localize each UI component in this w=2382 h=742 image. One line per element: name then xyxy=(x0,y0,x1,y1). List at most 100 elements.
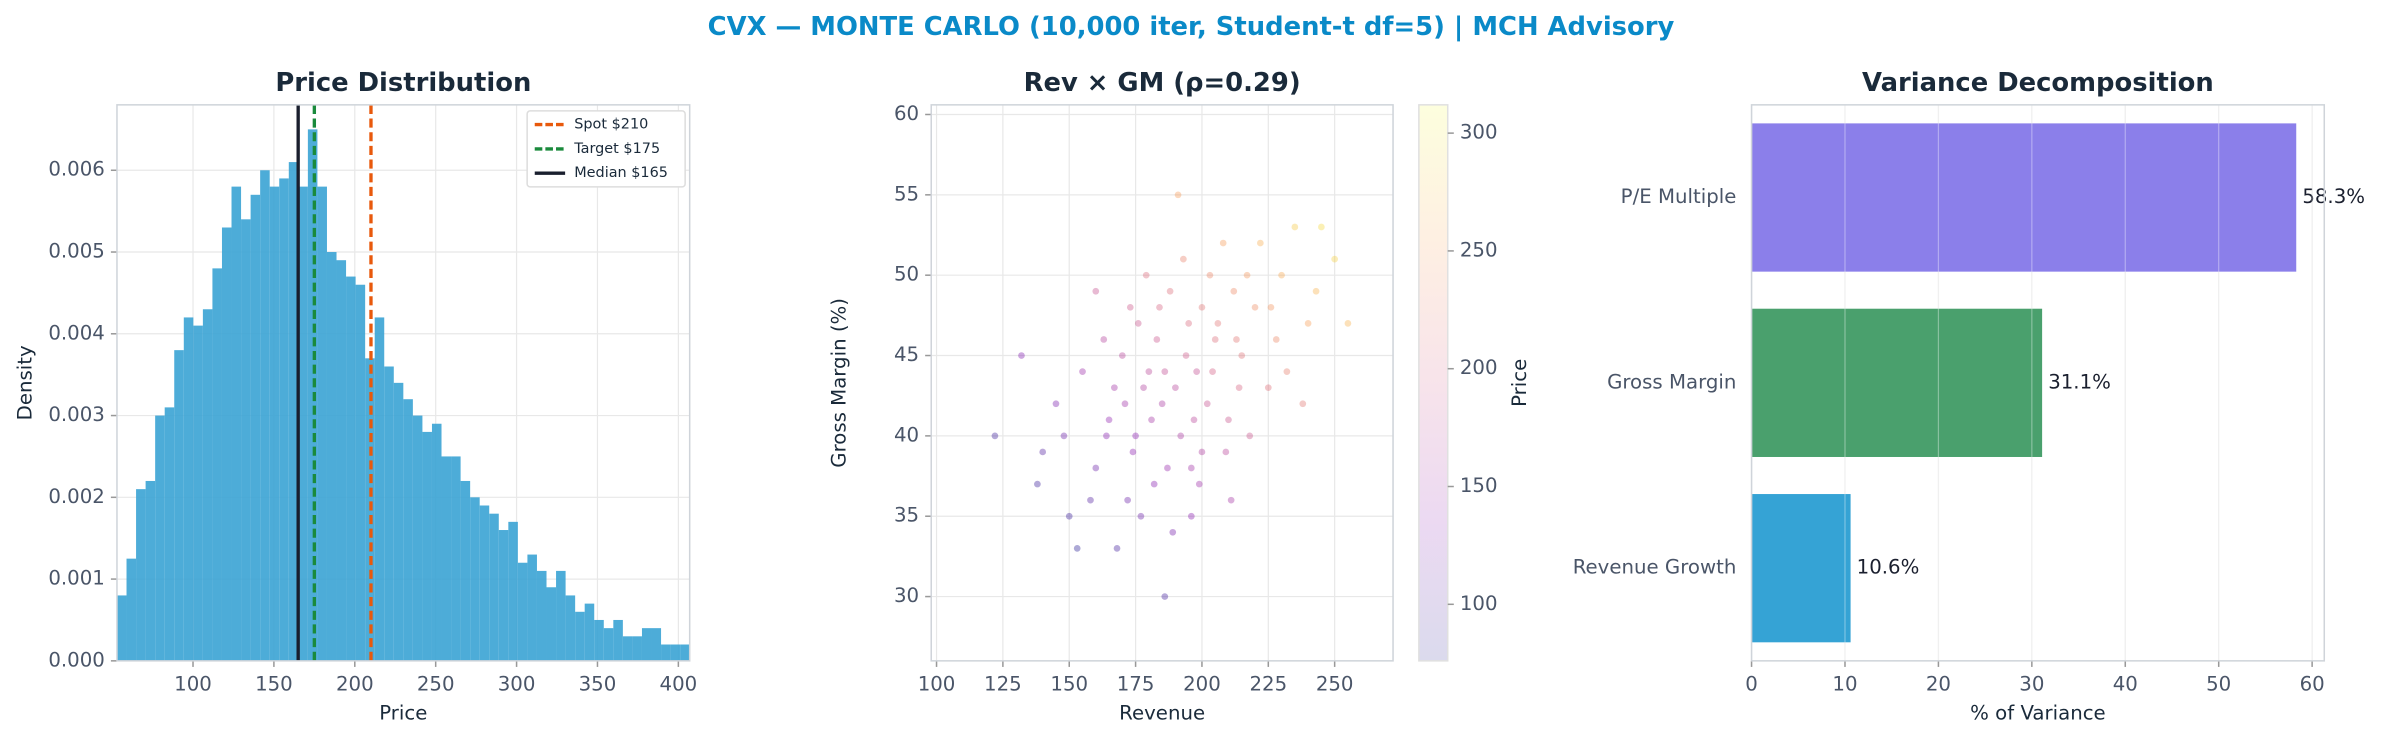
hist-bar xyxy=(355,284,366,661)
hist-bar xyxy=(508,521,518,661)
scatter-point xyxy=(1190,416,1198,424)
hist-bar xyxy=(288,162,299,661)
scatter-point xyxy=(1113,545,1121,552)
scatter-point xyxy=(1087,496,1094,504)
figure-title: CVX — MONTE CARLO (10,000 iter, Student-… xyxy=(708,12,1675,42)
scatter-point xyxy=(1092,464,1100,472)
hist-bar xyxy=(403,399,413,661)
y-tick-label: 0.000 xyxy=(48,648,105,671)
y-tick-label: 45 xyxy=(894,343,919,366)
hist-bar xyxy=(470,497,480,661)
x-tick-label: 60 xyxy=(2300,673,2325,696)
scatter-point xyxy=(1034,480,1041,488)
x-tick-label: 100 xyxy=(918,673,956,696)
hist-bar xyxy=(431,423,442,661)
hist-bar xyxy=(622,636,633,661)
legend: Spot $210 Target $175 Median $165 xyxy=(526,110,686,188)
colorbar-tick-label: 150 xyxy=(1460,474,1498,497)
hist-bar xyxy=(603,628,614,661)
scatter-point xyxy=(1177,432,1185,440)
hist-bar xyxy=(145,480,156,661)
hist-bar xyxy=(479,505,490,661)
colorbar xyxy=(1418,104,1449,662)
scatter-point xyxy=(1148,416,1155,424)
hist-bar xyxy=(212,268,222,661)
scatter-point xyxy=(1079,368,1086,375)
hist-bar xyxy=(489,513,499,661)
x-tick-label: 350 xyxy=(579,673,617,696)
scatter-point xyxy=(1073,545,1081,552)
scatter-point xyxy=(1103,432,1110,440)
y-tick-label: 35 xyxy=(894,504,919,527)
scatter-point xyxy=(1174,191,1182,199)
scatter-point xyxy=(1182,352,1190,359)
scatter-point xyxy=(1264,384,1272,392)
plot-area xyxy=(931,104,1394,661)
y-axis-label: Gross Margin (%) xyxy=(828,298,851,468)
x-tick-label: 40 xyxy=(2113,673,2138,696)
scatter-point xyxy=(1137,512,1145,520)
legend-label: Median $165 xyxy=(574,165,668,181)
scatter-point xyxy=(1331,255,1338,263)
y-tick-label: 0.006 xyxy=(48,158,105,181)
y-tick-label: 55 xyxy=(894,182,919,205)
hist-bar xyxy=(307,129,318,661)
hist-bar xyxy=(317,186,327,661)
axes-frame xyxy=(930,104,1394,662)
scatter-point xyxy=(1039,448,1047,456)
x-tick-label: 175 xyxy=(1117,673,1155,696)
chart-title: Rev × GM (ρ=0.29) xyxy=(1024,68,1301,98)
colorbar-tick-label: 200 xyxy=(1460,356,1498,379)
hist-bar xyxy=(260,170,270,661)
scatter-point xyxy=(1065,512,1073,520)
x-tick-label: 200 xyxy=(336,673,374,696)
x-axis-label: Price xyxy=(379,702,427,725)
scatter-point xyxy=(1121,400,1129,408)
scatter-point xyxy=(1344,320,1352,327)
x-tick-label: 30 xyxy=(2019,673,2044,696)
hist-bar xyxy=(202,309,213,661)
scatter-point xyxy=(1198,448,1206,456)
scatter-point xyxy=(1272,336,1280,343)
x-tick-label: 250 xyxy=(417,673,455,696)
axes-frame xyxy=(1750,104,2326,662)
scatter-point xyxy=(1235,384,1243,392)
hist-bar xyxy=(116,595,127,661)
x-axis-label: % of Variance xyxy=(1970,702,2106,725)
scatter-point xyxy=(1111,384,1118,392)
scatter-point xyxy=(1180,255,1187,263)
y-tick-label: 50 xyxy=(894,263,919,286)
scatter-point xyxy=(1150,480,1158,488)
scatter-point xyxy=(1243,271,1251,279)
scatter-point xyxy=(1214,320,1222,327)
hist-bar xyxy=(422,431,432,661)
scatter-point xyxy=(1169,528,1177,536)
scatter-point xyxy=(1283,368,1291,375)
hist-bar xyxy=(393,382,404,661)
y-tick-label: 0.005 xyxy=(48,240,105,263)
hist-bar xyxy=(556,570,566,661)
hist-bar xyxy=(594,619,604,661)
scatter-point xyxy=(1195,480,1203,488)
colorbar-tick-label: 300 xyxy=(1460,121,1498,144)
x-tick-label: 200 xyxy=(1183,673,1221,696)
x-tick-label: 150 xyxy=(255,673,293,696)
scatter-point xyxy=(1052,400,1060,408)
hist-bar xyxy=(460,480,471,661)
hist-bar xyxy=(279,178,289,661)
scatter-point xyxy=(1126,303,1134,311)
hist-bar xyxy=(651,628,662,661)
hist-bar xyxy=(298,186,308,661)
y-axis-label: Density xyxy=(13,345,36,420)
scatter-point xyxy=(1227,496,1235,504)
scatter-point xyxy=(1238,352,1246,359)
scatter-point xyxy=(1124,496,1131,504)
scatter-point xyxy=(1256,239,1264,247)
scatter-point xyxy=(1118,352,1126,359)
bar xyxy=(1751,494,1851,643)
x-tick-label: 10 xyxy=(1832,673,1857,696)
scatter-point xyxy=(1158,400,1166,408)
hist-bar xyxy=(231,186,242,661)
